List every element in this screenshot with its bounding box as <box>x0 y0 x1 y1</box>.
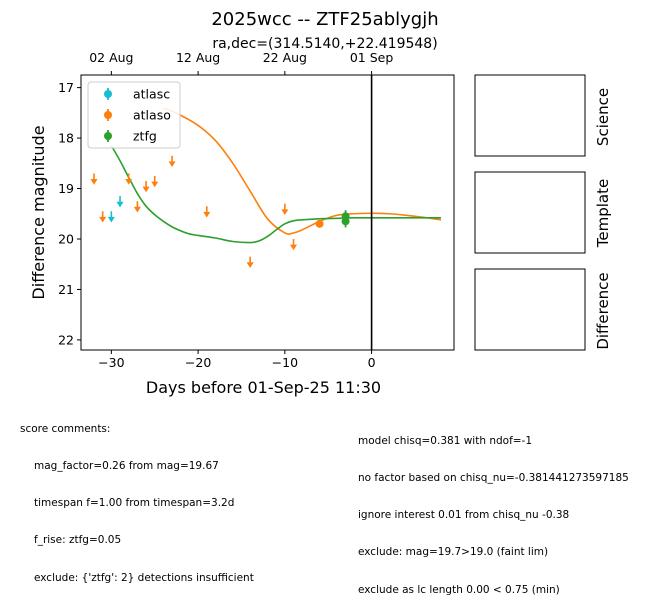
difference-label: Difference <box>594 272 612 349</box>
upper-limit-head <box>151 181 159 188</box>
y-tick-label: 21 <box>58 282 74 297</box>
score-comment-line: timespan f=1.00 from timespan=3.2d <box>34 497 235 510</box>
legend-item-ztfg: ztfg <box>104 129 157 144</box>
upper-limit-atlaso <box>142 181 150 193</box>
x-tick-label: −20 <box>185 355 211 370</box>
upper-limit-atlaso <box>281 203 289 215</box>
figure: 2025wcc -- ZTF25ablygjh ra,dec=(314.5140… <box>29 9 612 397</box>
legend: atlasc atlaso ztfg <box>87 81 181 149</box>
upper-limit-head <box>116 201 124 208</box>
upper-limit-head <box>246 262 254 268</box>
detection-ztfg <box>341 215 350 228</box>
detection-atlaso <box>315 219 324 228</box>
model-comment-line: model chisq=0.381 with ndof=-1 <box>358 434 533 447</box>
top-tick-label: 12 Aug <box>176 50 220 65</box>
upper-limit-atlaso <box>133 201 141 213</box>
upper-limit-atlasc <box>116 196 124 208</box>
score-comment-line: f_rise: ztfg=0.05 <box>34 534 122 547</box>
score-comment-line: mag_factor=0.26 from mag=19.67 <box>34 460 219 473</box>
lightcurve-plot: −30 −20 −10 0 02 Aug 12 Aug 22 Aug 01 Sep 17 18 19… <box>29 50 455 397</box>
top-tick-label: 01 Sep <box>350 50 394 65</box>
image-panels: Science Template Difference <box>474 74 612 351</box>
y-tick-label: 19 <box>58 181 74 196</box>
x-tick-label: −10 <box>272 355 298 370</box>
y-tick-label: 17 <box>58 80 74 95</box>
axes-frame <box>80 74 455 351</box>
upper-limit-head <box>125 179 133 185</box>
x-tick-label: 0 <box>368 355 376 370</box>
legend-marker <box>104 90 112 98</box>
y-tick-label: 20 <box>58 231 74 246</box>
upper-limit-atlaso <box>90 173 98 185</box>
legend-item-atlaso: atlaso <box>104 108 171 123</box>
score-comments-heading: score comments: <box>20 422 111 435</box>
top-tick-label: 02 Aug <box>89 50 133 65</box>
upper-limit-head <box>281 209 289 215</box>
y-axis-label: Difference magnitude <box>29 125 48 299</box>
upper-limit-head <box>168 161 176 168</box>
legend-label: ztfg <box>133 129 157 144</box>
detection-marker <box>341 217 350 226</box>
chart-subtitle: ra,dec=(314.5140,+22.419548) <box>212 36 437 52</box>
upper-limit-head <box>107 216 115 223</box>
template-panel <box>474 171 586 254</box>
upper-limit-atlasc <box>107 211 115 223</box>
upper-limit-atlaso <box>168 155 176 168</box>
score-comment-line: exclude: {'ztfg': 2} detections insuffic… <box>34 571 254 584</box>
legend-label: atlaso <box>133 108 171 123</box>
upper-limit-atlaso <box>125 173 133 185</box>
upper-limit-head <box>142 186 150 193</box>
model-comment-line: exclude as lc length 0.00 < 0.75 (min) <box>358 583 560 596</box>
upper-limit-atlaso <box>203 206 211 218</box>
upper-limit-atlaso <box>99 211 107 223</box>
x-axis-label: Days before 01-Sep-25 11:30 <box>146 378 381 397</box>
model-curve-ztfg <box>110 145 441 244</box>
score-comments-right: model chisq=0.381 with ndof=-1 no factor… <box>358 410 650 609</box>
upper-limit-atlaso <box>246 256 254 268</box>
legend-box <box>87 81 181 149</box>
model-comment-line: exclude: mag=19.7>19.0 (faint lim) <box>358 546 549 559</box>
upper-limit-head <box>90 179 98 185</box>
model-comment-line: ignore interest 0.01 from chisq_nu -0.38 <box>358 509 570 522</box>
model-curve-atlaso <box>163 107 442 235</box>
upper-limit-head <box>99 216 107 223</box>
upper-limit-atlaso <box>151 175 159 188</box>
x-tick-label: −30 <box>98 355 124 370</box>
chart-title: 2025wcc -- ZTF25ablygjh <box>211 9 438 30</box>
upper-limit-head <box>203 211 211 218</box>
upper-limit-atlaso <box>290 239 298 251</box>
y-tick-label: 22 <box>58 332 74 347</box>
top-tick-label: 22 Aug <box>263 50 307 65</box>
science-panel <box>474 74 586 157</box>
science-label: Science <box>594 88 612 146</box>
plot-data-layer <box>90 75 442 350</box>
upper-limit-head <box>290 244 298 251</box>
legend-marker <box>104 111 112 119</box>
difference-panel <box>474 268 586 351</box>
upper-limit-head <box>133 206 141 213</box>
legend-marker <box>104 132 112 140</box>
score-comments-left: score comments: mag_factor=0.26 from mag… <box>20 398 254 597</box>
template-label: Template <box>594 179 612 248</box>
y-tick-label: 18 <box>58 131 74 146</box>
legend-label: atlasc <box>133 87 170 102</box>
detection-marker <box>315 219 324 228</box>
legend-item-atlasc: atlasc <box>104 87 170 102</box>
model-comment-line: no factor based on chisq_nu=-0.381441273… <box>358 472 629 485</box>
